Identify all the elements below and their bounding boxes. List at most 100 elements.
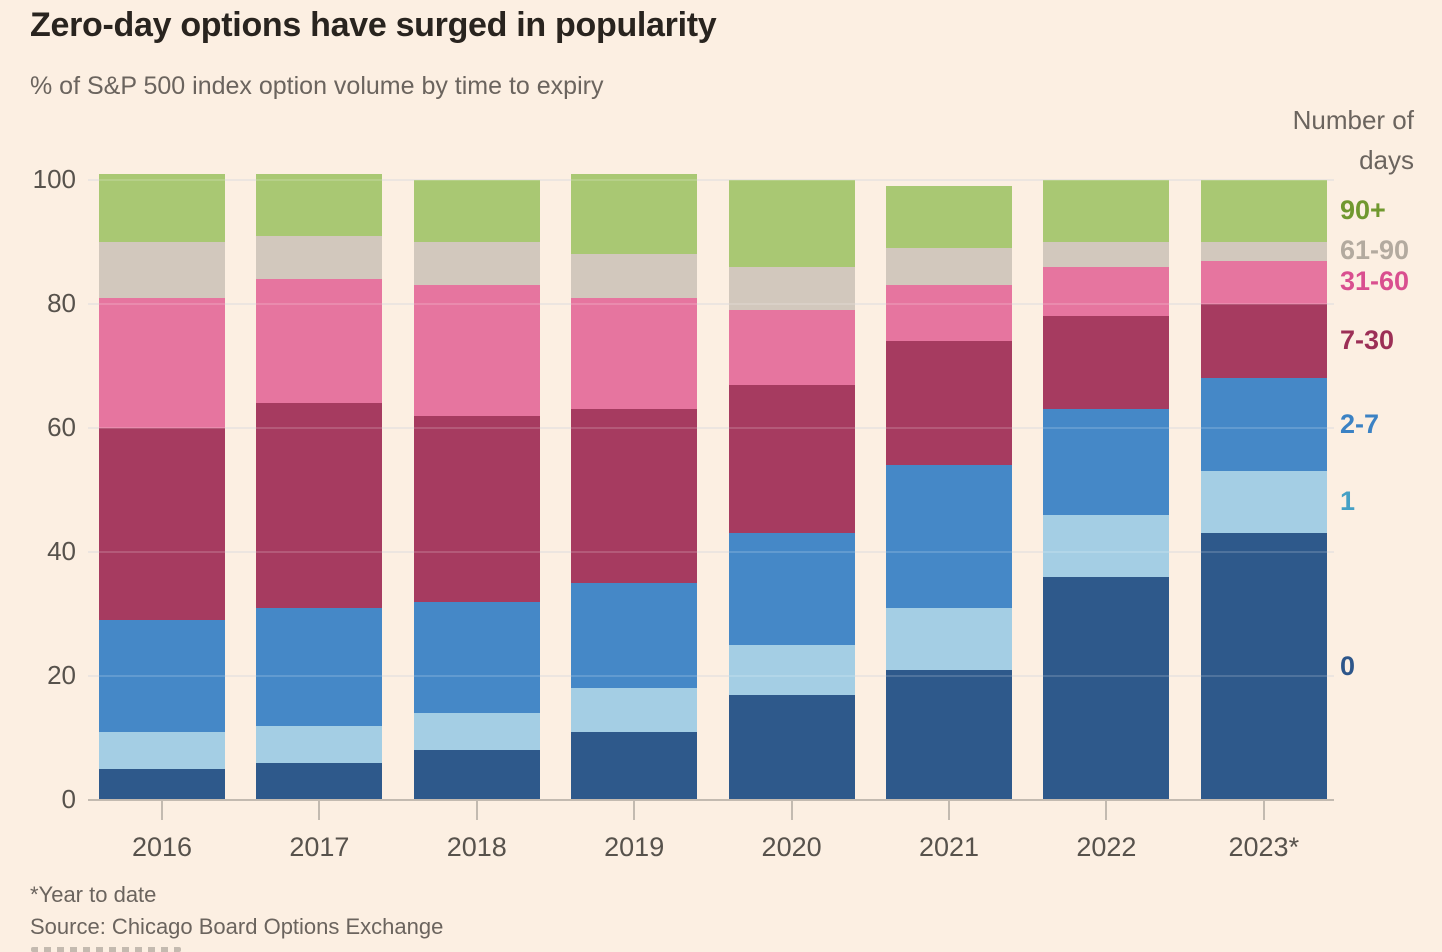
- x-axis-tick-5: [790, 800, 793, 820]
- bar-segment-2020-7-30: [728, 384, 855, 534]
- bar-segment-2018-2-7: [413, 601, 540, 714]
- bar-segment-2021-61-90: [886, 248, 1012, 286]
- legend-item-90+: 90+: [1340, 195, 1386, 225]
- bar-segment-2022-1: [1043, 514, 1170, 577]
- bar-segment-2021-7-30: [886, 341, 1012, 466]
- x-axis-tick-6: [948, 800, 950, 820]
- bar-segment-2018-31-60: [413, 285, 540, 416]
- gridline-overlay-40: [88, 551, 1334, 553]
- y-tick-label-40: 40: [47, 536, 76, 566]
- x-axis-tick-1: [161, 800, 163, 820]
- y-tick-label-20: 20: [47, 660, 76, 690]
- y-tick-label-100: 100: [32, 164, 76, 194]
- chart-title: Zero-day options have surged in populari…: [30, 6, 717, 44]
- bar-segment-2019-7-30: [571, 409, 698, 583]
- x-tick-label-2019: 2019: [604, 832, 665, 862]
- x-tick-label-2017: 2017: [289, 832, 350, 862]
- source-attribution: Source: Chicago Board Options Exchange: [30, 914, 444, 939]
- x-axis-tick-3: [475, 800, 478, 820]
- x-tick-label-2023: 2023*: [1228, 832, 1300, 862]
- bar-segment-2022-2-7: [1043, 409, 1170, 515]
- bar-segment-2018-0: [413, 750, 540, 800]
- x-tick-label-2020: 2020: [761, 832, 822, 862]
- gridline-100: [88, 179, 1334, 181]
- legend-header: Number of days: [1292, 105, 1414, 175]
- bar-segment-2017-61-90: [256, 235, 383, 280]
- x-axis-line: [88, 799, 1334, 801]
- bar-segment-2019-31-60: [571, 297, 698, 410]
- bar-segment-2023-1: [1200, 471, 1327, 534]
- bar-segment-2019-90+: [571, 173, 698, 255]
- bar-segment-2022-90+: [1043, 180, 1170, 242]
- bar-segment-2018-7-30: [413, 415, 540, 602]
- bar-segment-2020-1: [728, 645, 855, 695]
- bar-segment-2021-0: [886, 669, 1012, 800]
- bar-segment-2016-7-30: [99, 428, 225, 621]
- x-tick-label-2016: 2016: [131, 832, 193, 862]
- cropped-text-sliver: [31, 947, 181, 952]
- legend-item-2-7: 2-7: [1340, 408, 1380, 439]
- gridline-40: [88, 551, 1334, 553]
- bar-segment-2016-61-90: [99, 242, 225, 298]
- gridline-overlay-60: [88, 427, 1334, 429]
- bar-segment-2021-31-60: [886, 285, 1012, 342]
- x-axis-tick-8: [1262, 800, 1265, 820]
- chart-subtitle: % of S&P 500 index option volume by time…: [30, 72, 604, 100]
- bar-segment-2023-61-90: [1200, 242, 1327, 261]
- bar-segment-2017-90+: [256, 173, 383, 236]
- bar-segment-2016-2-7: [99, 620, 225, 732]
- bar-segment-2017-7-30: [256, 403, 383, 608]
- bar-segment-2023-0: [1200, 533, 1327, 800]
- bar-segment-2017-1: [256, 725, 383, 763]
- bar-segment-2018-61-90: [413, 242, 540, 286]
- bar-segment-2020-61-90: [728, 266, 855, 311]
- bar-segment-2021-1: [886, 607, 1012, 670]
- gridline-overlay-100: [88, 179, 1334, 181]
- y-tick-label-60: 60: [47, 412, 76, 442]
- bar-segment-2017-31-60: [256, 279, 383, 404]
- bar-segment-2023-2-7: [1200, 378, 1327, 472]
- bar-segment-2021-90+: [886, 186, 1012, 249]
- bar-segment-2019-2-7: [571, 583, 698, 689]
- bar-segment-2017-2-7: [256, 607, 383, 726]
- bar-segment-2022-61-90: [1043, 242, 1170, 267]
- gridline-overlay-20: [88, 675, 1334, 677]
- bar-segment-2019-1: [571, 688, 698, 732]
- gridline-20: [88, 675, 1334, 677]
- bar-segment-2019-61-90: [571, 254, 698, 298]
- x-axis-tick-7: [1105, 800, 1108, 820]
- y-tick-label-80: 80: [47, 288, 76, 318]
- bar-segment-2021-2-7: [886, 465, 1012, 608]
- bar-segment-2022-31-60: [1043, 266, 1170, 317]
- x-tick-label-2021: 2021: [918, 832, 980, 862]
- gridline-overlay-80: [88, 303, 1334, 305]
- bar-segment-2020-0: [728, 694, 855, 800]
- footnote: *Year to date: [30, 882, 157, 907]
- legend-item-61-90: 61-90: [1340, 235, 1410, 266]
- bar-segment-2023-31-60: [1200, 260, 1327, 304]
- gridline-60: [88, 427, 1334, 429]
- x-tick-label-2018: 2018: [446, 832, 507, 862]
- legend-item-0: 0: [1340, 650, 1356, 681]
- bar-segment-2018-90+: [413, 180, 540, 242]
- bar-segment-2017-0: [256, 762, 383, 800]
- bar-segment-2019-0: [571, 731, 698, 800]
- bar-segment-2020-90+: [728, 180, 855, 267]
- bar-segment-2020-31-60: [728, 310, 855, 385]
- y-tick-label-0: 0: [61, 784, 76, 814]
- legend-item-1: 1: [1340, 486, 1356, 517]
- bar-segment-2023-90+: [1200, 180, 1327, 242]
- bar-segment-2018-1: [413, 713, 540, 751]
- legend-item-7-30: 7-30: [1340, 325, 1395, 356]
- x-axis-tick-2: [318, 800, 321, 820]
- bar-segment-2020-2-7: [728, 533, 855, 645]
- x-tick-label-2022: 2022: [1076, 832, 1137, 862]
- gridline-80: [88, 303, 1334, 305]
- bar-segment-2023-7-30: [1200, 304, 1327, 379]
- x-axis-tick-4: [633, 800, 636, 820]
- legend-item-31-60: 31-60: [1340, 266, 1410, 297]
- bar-segment-2016-0: [99, 769, 225, 800]
- bar-segment-2016-31-60: [99, 297, 225, 428]
- bar-segment-2016-90+: [99, 173, 225, 242]
